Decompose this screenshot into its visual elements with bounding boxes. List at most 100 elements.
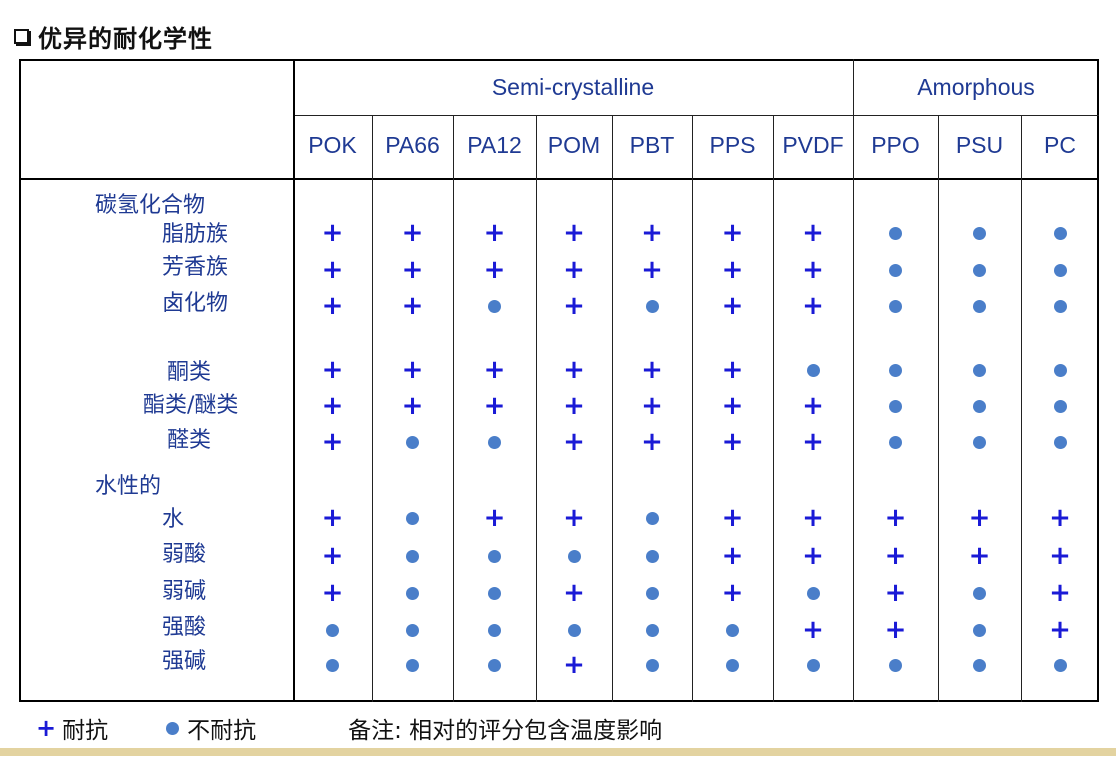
table-cell (798, 650, 828, 680)
table-cell (637, 291, 667, 321)
plus-icon: + (321, 391, 344, 421)
table-cell: + (559, 291, 589, 321)
plus-icon: + (401, 218, 424, 248)
plus-icon: + (563, 503, 585, 533)
plus-icon: + (884, 615, 907, 645)
plus-icon: + (321, 218, 344, 248)
dot-icon (1053, 263, 1067, 277)
table-cell: + (318, 427, 348, 457)
dot-icon (973, 299, 986, 313)
table-cell: + (881, 541, 911, 571)
table-cell: + (1045, 541, 1075, 571)
table-cell (881, 650, 911, 680)
table-cell: + (637, 427, 667, 457)
legend-note: 备注: 相对的评分包含温度影响 (348, 718, 663, 744)
bottom-accent-bar (0, 748, 1116, 756)
plus-icon: + (483, 255, 506, 285)
plus-icon: + (802, 615, 824, 645)
table-cell: + (718, 218, 748, 248)
table-cell (1045, 218, 1075, 248)
table-cell (1045, 427, 1075, 457)
row-label: 酯类/醚类 (143, 393, 239, 418)
plus-icon: + (321, 503, 344, 533)
table-cell: + (480, 355, 510, 385)
plus-icon: + (321, 541, 344, 571)
table-cell: + (798, 255, 828, 285)
plus-icon: + (802, 255, 824, 285)
plus-icon: + (802, 291, 824, 321)
dot-icon (166, 721, 180, 735)
table-cell: + (1045, 578, 1075, 608)
plus-icon: + (321, 255, 344, 285)
row-label: 醛类 (167, 428, 212, 453)
column-header: POK (308, 132, 357, 158)
dot-icon (488, 435, 501, 449)
plus-icon: + (563, 291, 585, 321)
table-cell (559, 541, 589, 571)
table-cell (965, 391, 995, 421)
dot-icon (406, 549, 419, 563)
plus-icon: + (721, 391, 744, 421)
dot-icon (406, 435, 419, 449)
table-cell (965, 218, 995, 248)
row-label: 强碱 (162, 649, 207, 674)
page-title: 优异的耐化学性 (14, 18, 213, 54)
plus-icon: + (483, 218, 506, 248)
plus-icon: + (401, 391, 424, 421)
plus-icon: + (884, 541, 907, 571)
table-cell: + (559, 578, 589, 608)
dot-icon (889, 263, 902, 277)
table-cell (881, 255, 911, 285)
dot-icon (726, 623, 739, 637)
table-cell: + (559, 391, 589, 421)
dot-icon (326, 623, 339, 637)
column-rule (612, 115, 613, 702)
table-cell (398, 650, 428, 680)
table-cell: + (480, 255, 510, 285)
table-cell (318, 650, 348, 680)
table-cell: + (718, 578, 748, 608)
table-cell (637, 541, 667, 571)
table-cell (881, 218, 911, 248)
dot-icon (973, 623, 986, 637)
table-cell: + (318, 355, 348, 385)
plus-icon: + (884, 503, 907, 533)
table-cell (480, 541, 510, 571)
table-cell (318, 615, 348, 645)
table-cell (637, 650, 667, 680)
table-cell: + (718, 291, 748, 321)
legend-resistant-label: 耐抗 (62, 718, 109, 744)
plus-icon: + (802, 218, 824, 248)
table-cell: + (718, 391, 748, 421)
table-cell (480, 650, 510, 680)
dot-icon (1053, 363, 1067, 377)
table-cell: + (318, 391, 348, 421)
plus-icon: + (802, 503, 824, 533)
row-label: 水 (162, 507, 185, 532)
table-cell: + (318, 541, 348, 571)
table-cell: + (637, 218, 667, 248)
dot-icon (726, 658, 739, 672)
dot-icon (645, 658, 659, 672)
column-header: PBT (629, 132, 675, 158)
table-cell (1045, 355, 1075, 385)
plus-icon: + (563, 218, 585, 248)
column-rule (372, 115, 373, 702)
table-cell: + (965, 541, 995, 571)
column-header: PPO (871, 132, 920, 158)
group-header: Semi-crystalline (491, 73, 655, 100)
table-cell: + (398, 391, 428, 421)
plus-icon: + (401, 291, 424, 321)
legend: + 耐抗 不耐抗 备注: 相对的评分包含温度影响 (36, 711, 662, 745)
table-cell: + (718, 427, 748, 457)
table-cell (480, 578, 510, 608)
table-cell (798, 578, 828, 608)
dot-icon (645, 586, 659, 600)
dot-icon (889, 435, 902, 449)
plus-icon: + (1049, 615, 1071, 645)
table-cell (965, 427, 995, 457)
dot-icon (1053, 435, 1067, 449)
column-header: PPS (709, 132, 756, 158)
dot-icon (406, 658, 419, 672)
dot-icon (326, 658, 339, 672)
